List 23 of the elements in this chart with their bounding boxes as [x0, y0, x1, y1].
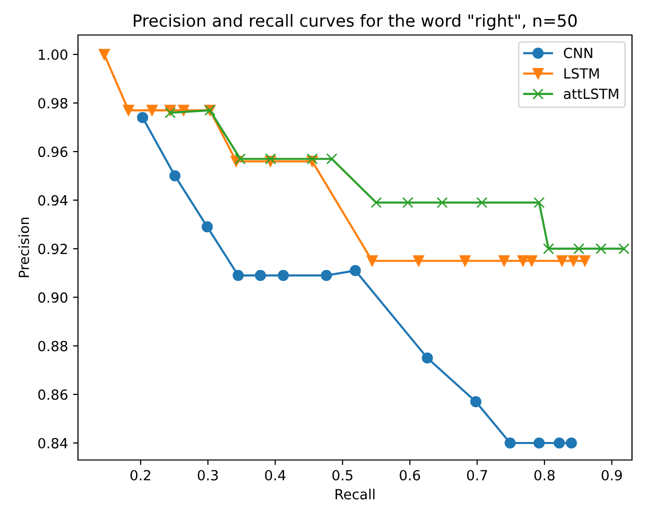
y-tick-label: 1.00 [38, 49, 68, 60]
x-tick-label: 0.9 [602, 470, 622, 480]
chart-title: Precision and recall curves for the word "right", n=50 [134, 14, 577, 30]
y-tick-label: 0.86 [38, 389, 68, 400]
y-tick-label: 0.90 [38, 292, 68, 303]
x-tick-label: 0.3 [198, 470, 218, 480]
x-tick-label: 0.5 [332, 470, 352, 480]
y-tick-label: 0.92 [38, 244, 67, 254]
y-tick-label: 0.88 [38, 340, 68, 352]
y-tick-label: 0.98 [38, 98, 68, 108]
x-tick-label: 0.8 [534, 470, 555, 480]
y-axis-title: Precision [18, 218, 30, 278]
legend-label: LSTM [564, 68, 599, 79]
x-tick-label: 0.2 [130, 470, 150, 480]
legend-label: CNN [564, 48, 592, 58]
x-tick-label: 0.6 [400, 470, 420, 480]
y-tick-label: 0.84 [38, 438, 68, 448]
x-tick-label: 0.4 [265, 470, 286, 480]
y-tick-label: 0.96 [38, 146, 68, 158]
x-tick-label: 0.7 [467, 470, 488, 480]
legend-label: attLSTM [564, 88, 618, 100]
y-tick-label: 0.94 [38, 195, 68, 206]
x-axis-title: Recall [336, 488, 374, 500]
